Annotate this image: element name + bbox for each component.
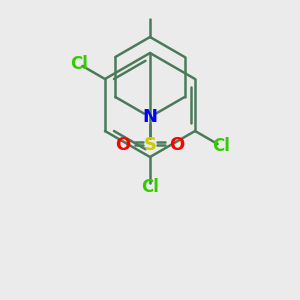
Text: O: O <box>169 136 184 154</box>
Text: Cl: Cl <box>70 55 88 73</box>
Text: O: O <box>116 136 130 154</box>
Text: Cl: Cl <box>212 137 230 155</box>
Text: S: S <box>143 136 157 154</box>
Text: Cl: Cl <box>141 178 159 196</box>
Text: N: N <box>142 108 158 126</box>
